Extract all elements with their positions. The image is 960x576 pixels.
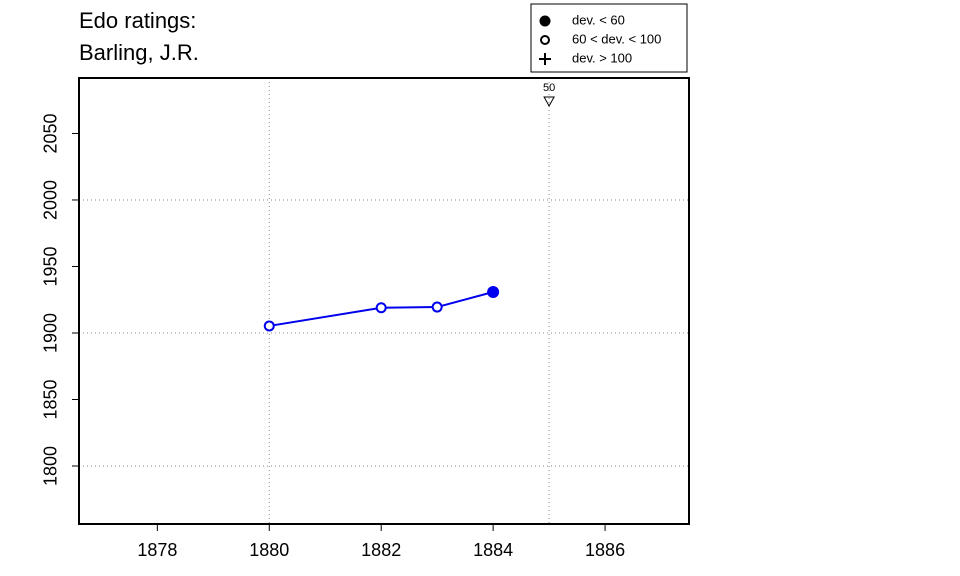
series-line — [269, 291, 494, 327]
y-tick-label: 2050 — [41, 113, 61, 153]
legend-label: 60 < dev. < 100 — [572, 31, 661, 46]
marker — [375, 302, 387, 314]
x-tick-label: 1878 — [137, 540, 177, 560]
marker — [487, 286, 500, 299]
legend-marker — [539, 53, 551, 65]
y-tick-label: 1850 — [41, 379, 61, 419]
chart-title: Edo ratings: — [79, 8, 196, 33]
marker — [431, 301, 443, 313]
y-tick-label: 2000 — [41, 180, 61, 220]
marker — [263, 320, 275, 332]
x-tick-label: 1880 — [249, 540, 289, 560]
x-tick-label: 1886 — [585, 540, 625, 560]
annotation-marker — [543, 96, 555, 108]
plot-frame — [78, 77, 690, 525]
annotation-label: 50 — [543, 82, 555, 94]
legend-marker — [539, 15, 551, 27]
legend-marker — [540, 35, 550, 45]
y-tick-label: 1900 — [41, 313, 61, 353]
legend-label: dev. < 60 — [572, 12, 625, 27]
x-tick-label: 1882 — [361, 540, 401, 560]
chart-subtitle: Barling, J.R. — [79, 40, 199, 65]
x-tick-label: 1884 — [473, 540, 513, 560]
y-tick-label: 1950 — [41, 246, 61, 286]
legend-label: dev. > 100 — [572, 50, 632, 65]
y-tick-label: 1800 — [41, 446, 61, 486]
legend-box — [530, 3, 688, 73]
